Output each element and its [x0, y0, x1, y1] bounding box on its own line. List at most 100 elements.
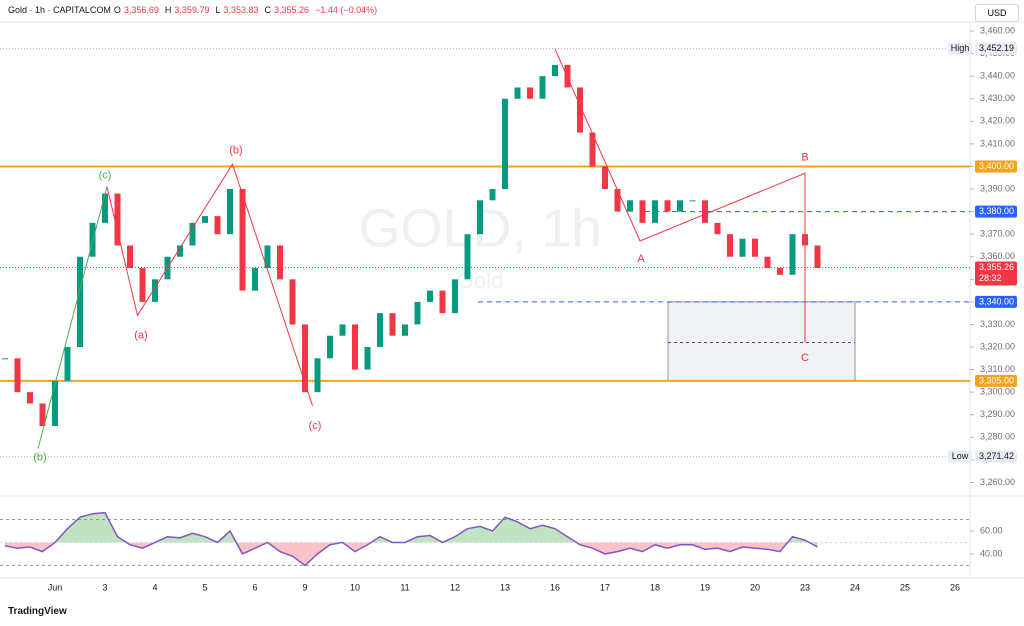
- candle: [452, 279, 458, 314]
- wave-label: A: [637, 253, 645, 265]
- candle: [677, 200, 683, 212]
- candle: [89, 222, 96, 257]
- candle: [639, 200, 646, 223]
- candle: [789, 234, 796, 275]
- x-tick-label: 25: [900, 582, 910, 592]
- x-tick-label: 17: [600, 582, 610, 592]
- candle: [777, 268, 783, 275]
- price-change: −1.44 (−0.04%): [315, 5, 378, 15]
- price-label: 3,355.26: [979, 262, 1014, 272]
- wave-line: [554, 48, 806, 343]
- candle: [302, 324, 308, 393]
- candle: [402, 324, 408, 336]
- candle: [427, 290, 433, 302]
- y-tick-label: 3,410.00: [980, 138, 1015, 148]
- candle: [289, 279, 296, 325]
- y-tick-label: 3,300.00: [980, 387, 1015, 397]
- brand-logo[interactable]: TradingView: [8, 606, 67, 617]
- price-tag-box: [948, 42, 972, 55]
- candle: [714, 222, 721, 235]
- candle: [14, 358, 21, 393]
- candle: [652, 200, 658, 223]
- candle: [364, 347, 371, 370]
- countdown: 28:32: [979, 273, 1002, 283]
- candle: [739, 238, 746, 257]
- ohlc-value: 3,359.79: [174, 5, 210, 15]
- candle: [764, 256, 771, 269]
- target-zone: [667, 301, 856, 382]
- wave-label: (c): [309, 420, 322, 432]
- y-tick-label: 3,320.00: [980, 341, 1015, 351]
- candle: [127, 245, 133, 269]
- x-tick-label: 4: [152, 582, 157, 592]
- wave-label: (a): [134, 330, 147, 342]
- y-tick-label: 3,280.00: [980, 432, 1015, 442]
- price-label: 3,271.42: [979, 451, 1014, 461]
- y-tick-label: 40.00: [980, 548, 1003, 558]
- price-tag: Low: [952, 451, 969, 461]
- candle: [502, 98, 508, 190]
- candle: [627, 200, 633, 212]
- candle: [514, 87, 521, 99]
- y-tick-label: 3,430.00: [980, 93, 1015, 103]
- y-tick-label: 3,440.00: [980, 71, 1015, 81]
- x-tick-label: 18: [650, 582, 660, 592]
- x-tick-label: 16: [550, 582, 560, 592]
- candle: [64, 347, 71, 381]
- y-tick-label: 3,460.00: [980, 25, 1015, 35]
- candle: [614, 189, 621, 212]
- candle: [227, 189, 233, 235]
- candle: [752, 238, 758, 257]
- candle: [214, 216, 221, 235]
- wave-line: [106, 163, 313, 406]
- x-tick-label: 13: [500, 582, 510, 592]
- price-label: 3,380.00: [979, 206, 1014, 216]
- candle: [152, 279, 158, 302]
- candle: [589, 132, 596, 167]
- y-tick-label: 3,360.00: [980, 251, 1015, 261]
- x-tick-label: 20: [750, 582, 760, 592]
- chart: GOLD, 1h Gold Jun 3 4 5 6 9 10 11 12 13 16 17 18 19 20…: [0, 21, 1024, 592]
- candle: [52, 380, 58, 427]
- x-tick-label: 24: [850, 582, 860, 592]
- candle: [2, 358, 8, 360]
- price-label-box: [975, 160, 1017, 173]
- x-tick-label: 10: [350, 582, 360, 592]
- wave-label: (c): [99, 169, 112, 181]
- price-label: 3,340.00: [979, 296, 1014, 306]
- price-label: 3,452.19: [979, 43, 1014, 53]
- candle: [277, 245, 283, 280]
- x-tick-label: 3: [102, 582, 107, 592]
- wave-line: [37, 186, 108, 449]
- y-tick-label: 3,260.00: [980, 477, 1015, 487]
- price-label: 3,400.00: [979, 161, 1014, 171]
- candle: [77, 256, 83, 348]
- wave-label: (b): [33, 452, 46, 464]
- x-tick-label: 19: [700, 582, 710, 592]
- candle: [114, 193, 121, 246]
- candle: [314, 358, 321, 393]
- price-label: 3,305.00: [979, 375, 1014, 385]
- candle: [439, 290, 446, 314]
- y-tick-label: 3,420.00: [980, 116, 1015, 126]
- x-tick-label: Jun: [48, 582, 63, 592]
- price-tag: High: [951, 43, 970, 53]
- candle: [102, 193, 108, 223]
- ohlc-key: O: [113, 5, 121, 15]
- ohlc-value: 3,355.26: [274, 5, 310, 15]
- candle: [352, 324, 358, 370]
- x-tick-label: 26: [950, 582, 960, 592]
- symbol: Gold · 1h · CAPITALCOM: [8, 5, 111, 15]
- ohlc-key: C: [264, 5, 272, 15]
- candle: [377, 313, 383, 348]
- ohlc-value: 3,356.69: [123, 5, 159, 15]
- candle: [539, 76, 546, 99]
- candle: [39, 403, 46, 427]
- symbol-header: Gold · 1h · CAPITALCOM O 3,356.69 H 3,359.…: [8, 5, 380, 15]
- candle: [339, 324, 346, 336]
- rsi-area-down: [5, 542, 818, 566]
- candle: [139, 268, 146, 302]
- x-tick-label: 6: [252, 582, 257, 592]
- candle: [27, 392, 33, 404]
